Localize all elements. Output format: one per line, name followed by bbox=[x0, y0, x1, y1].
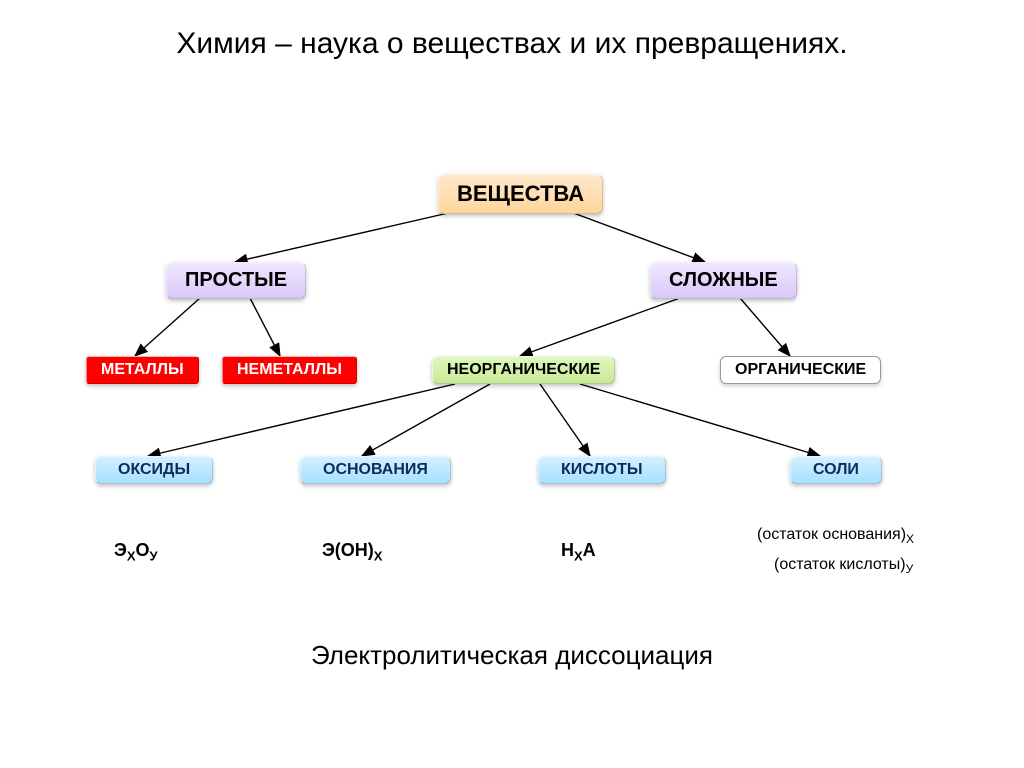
node-metals: Металлы bbox=[86, 356, 199, 384]
node-salts: Соли bbox=[790, 456, 882, 484]
formula-bases: Э(ОН)X bbox=[322, 540, 382, 564]
node-oxides: Оксиды bbox=[95, 456, 213, 484]
node-acids: Кислоты bbox=[538, 456, 666, 484]
formula-oxides: ЭXОУ bbox=[114, 540, 158, 564]
edge-2 bbox=[135, 298, 200, 356]
edge-4 bbox=[520, 298, 680, 356]
edge-5 bbox=[740, 298, 790, 356]
node-complex: Сложные bbox=[650, 262, 797, 299]
node-inorganic: Неорганические bbox=[432, 356, 615, 384]
node-simple: Простые bbox=[166, 262, 306, 299]
edge-7 bbox=[362, 384, 490, 456]
node-organic: Органические bbox=[720, 356, 881, 384]
node-root: Вещества bbox=[438, 174, 603, 214]
node-nonmetals: Неметаллы bbox=[222, 356, 357, 384]
edge-3 bbox=[250, 298, 280, 356]
footer-text: Электролитическая диссоциация bbox=[0, 640, 1024, 671]
edge-1 bbox=[560, 208, 705, 262]
edge-0 bbox=[235, 208, 470, 262]
edge-6 bbox=[148, 384, 455, 456]
edge-8 bbox=[540, 384, 590, 456]
page-title: Химия – наука о веществах и их превращен… bbox=[0, 24, 1024, 63]
note-n2: (остаток кислоты)У bbox=[774, 556, 913, 576]
formula-acids: НXА bbox=[561, 540, 596, 564]
edge-9 bbox=[580, 384, 820, 456]
node-bases: Основания bbox=[300, 456, 451, 484]
note-n1: (остаток основания)X bbox=[757, 526, 914, 546]
